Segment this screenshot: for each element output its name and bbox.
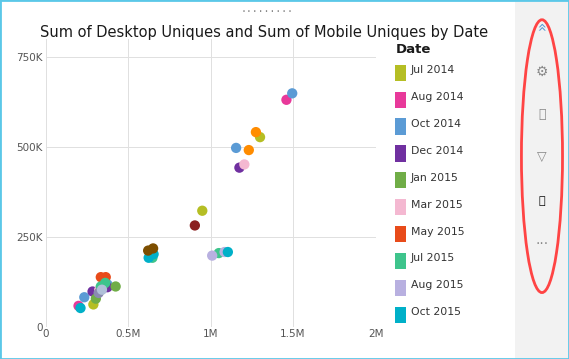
- Point: [282, 97, 291, 103]
- Point: [232, 145, 241, 151]
- Point: [240, 162, 249, 167]
- Text: Jan 2015: Jan 2015: [411, 173, 459, 183]
- Text: 💡: 💡: [539, 196, 545, 206]
- Point: [89, 302, 98, 307]
- Text: Aug 2015: Aug 2015: [411, 280, 463, 290]
- Point: [148, 255, 157, 261]
- Point: [91, 296, 100, 302]
- Point: [96, 284, 105, 289]
- Point: [244, 147, 253, 153]
- Point: [88, 289, 97, 294]
- Point: [220, 249, 229, 255]
- Point: [149, 251, 158, 257]
- Point: [80, 294, 89, 300]
- Text: Dec 2014: Dec 2014: [411, 146, 463, 156]
- Point: [103, 281, 112, 287]
- Point: [255, 134, 265, 140]
- Text: ⤢: ⤢: [538, 108, 546, 121]
- Text: ·········: ·········: [241, 7, 294, 17]
- Point: [143, 248, 152, 253]
- Point: [103, 284, 112, 290]
- Point: [96, 274, 105, 280]
- Point: [208, 253, 217, 258]
- Text: May 2015: May 2015: [411, 227, 464, 237]
- Text: Jul 2014: Jul 2014: [411, 65, 455, 75]
- Text: Oct 2015: Oct 2015: [411, 307, 461, 317]
- Point: [74, 303, 83, 309]
- Point: [94, 287, 104, 293]
- Point: [101, 280, 110, 286]
- Point: [111, 284, 120, 289]
- Point: [214, 250, 223, 256]
- Text: Jul 2015: Jul 2015: [411, 253, 455, 264]
- Text: ···: ···: [535, 237, 549, 251]
- Text: Mar 2015: Mar 2015: [411, 200, 463, 210]
- Text: ▽: ▽: [537, 150, 547, 163]
- Point: [288, 90, 297, 96]
- Point: [223, 249, 232, 255]
- Point: [190, 223, 199, 228]
- Point: [251, 129, 261, 135]
- Text: Date: Date: [395, 43, 431, 56]
- Point: [101, 274, 110, 280]
- Text: »: »: [534, 20, 550, 30]
- Point: [144, 255, 153, 261]
- Point: [198, 208, 207, 214]
- Text: Oct 2014: Oct 2014: [411, 119, 461, 129]
- Point: [235, 165, 244, 171]
- Text: ⚙: ⚙: [536, 65, 548, 79]
- Text: Aug 2014: Aug 2014: [411, 92, 463, 102]
- Point: [76, 305, 85, 311]
- Point: [94, 290, 103, 296]
- Text: Sum of Desktop Uniques and Sum of Mobile Uniques by Date: Sum of Desktop Uniques and Sum of Mobile…: [40, 25, 488, 40]
- Point: [98, 284, 107, 289]
- Point: [149, 246, 158, 251]
- Point: [97, 287, 106, 293]
